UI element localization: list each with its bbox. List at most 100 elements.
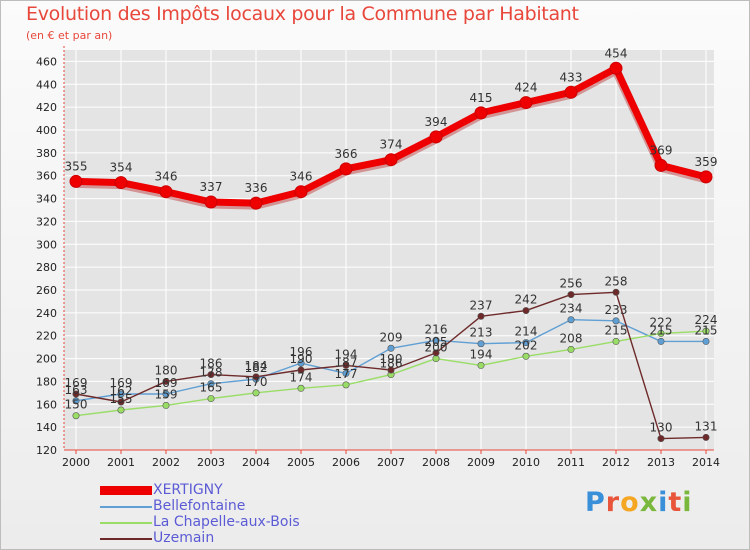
- data-label: 194: [335, 347, 358, 361]
- x-tick-label: 2002: [152, 456, 180, 469]
- data-label: 213: [470, 326, 493, 340]
- y-tick-label: 440: [36, 78, 57, 91]
- data-label: 131: [695, 419, 718, 433]
- logo-letter: r: [605, 487, 621, 518]
- data-label: 222: [650, 315, 673, 329]
- x-tick-label: 2004: [242, 456, 270, 469]
- data-label: 180: [155, 363, 178, 377]
- x-tick-label: 2007: [377, 456, 405, 469]
- data-label: 194: [470, 347, 493, 361]
- data-label: 258: [605, 274, 628, 288]
- x-tick-label: 2000: [62, 456, 90, 469]
- data-label: 178: [200, 366, 223, 380]
- data-label: 354: [110, 161, 133, 175]
- y-tick-label: 220: [36, 330, 57, 343]
- legend-swatch: [100, 522, 152, 524]
- data-label: 346: [290, 170, 313, 184]
- data-point: [567, 345, 575, 353]
- data-label: 224: [695, 313, 718, 327]
- data-label: 202: [515, 338, 538, 352]
- y-tick-label: 120: [36, 444, 57, 457]
- data-label: 215: [695, 323, 718, 337]
- data-point: [342, 381, 350, 389]
- data-point: [72, 412, 80, 420]
- data-point: [699, 170, 713, 184]
- y-tick-label: 360: [36, 170, 57, 183]
- x-tick-label: 2010: [512, 456, 540, 469]
- data-label: 169: [155, 376, 178, 390]
- y-tick-label: 400: [36, 124, 57, 137]
- data-label: 208: [560, 331, 583, 345]
- x-tick-label: 2008: [422, 456, 450, 469]
- legend-item-la-chapelle-aux-bois[interactable]: La Chapelle-aux-Bois: [100, 514, 380, 532]
- data-label: 170: [245, 375, 268, 389]
- data-point: [117, 398, 125, 406]
- data-point: [567, 291, 575, 299]
- data-point: [297, 366, 305, 374]
- y-tick-label: 280: [36, 261, 57, 274]
- legend-label: Uzemain: [153, 530, 215, 546]
- data-point: [162, 390, 170, 398]
- data-point: [297, 384, 305, 392]
- data-point: [162, 377, 170, 385]
- data-point: [522, 352, 530, 360]
- data-label: 150: [65, 398, 88, 412]
- legend-item-uzemain[interactable]: Uzemain: [100, 530, 380, 548]
- data-label: 200: [425, 341, 448, 355]
- data-point: [342, 361, 350, 369]
- data-label: 209: [380, 330, 403, 344]
- data-point: [339, 162, 353, 176]
- data-point: [519, 96, 533, 110]
- legend-label: XERTIGNY: [153, 482, 223, 498]
- legend-swatch: [100, 538, 152, 540]
- y-tick-label: 420: [36, 101, 57, 114]
- data-label: 233: [605, 303, 628, 317]
- data-label: 336: [245, 181, 268, 195]
- y-tick-label: 140: [36, 421, 57, 434]
- y-tick-label: 160: [36, 398, 57, 411]
- data-point: [204, 195, 218, 209]
- y-tick-label: 380: [36, 147, 57, 160]
- data-point: [657, 329, 665, 337]
- data-point: [702, 327, 710, 335]
- logo-letter: t: [668, 487, 683, 518]
- legend-swatch: [100, 506, 152, 508]
- data-point: [207, 395, 215, 403]
- data-point: [609, 61, 623, 75]
- x-tick-label: 2014: [692, 456, 720, 469]
- data-point: [432, 349, 440, 357]
- logo-letter: i: [682, 487, 693, 518]
- data-label: 130: [650, 421, 673, 435]
- data-label: 424: [515, 81, 538, 95]
- logo-letter: x: [639, 487, 659, 518]
- data-label: 165: [200, 381, 223, 395]
- plot-area: [64, 50, 714, 450]
- data-point: [567, 316, 575, 324]
- x-tick-label: 2011: [557, 456, 585, 469]
- data-point: [72, 397, 80, 405]
- data-label: 155: [110, 392, 133, 406]
- y-tick-label: 320: [36, 215, 57, 228]
- logo-letter: P: [585, 487, 606, 518]
- data-point: [252, 389, 260, 397]
- data-point: [159, 185, 173, 199]
- logo-letter: o: [620, 487, 640, 518]
- legend-item-bellefontaine[interactable]: Bellefontaine: [100, 498, 380, 516]
- data-point: [249, 196, 263, 210]
- data-point: [612, 288, 620, 296]
- data-point: [429, 130, 443, 144]
- x-tick-label: 2001: [107, 456, 135, 469]
- data-label: 359: [695, 155, 718, 169]
- data-label: 177: [335, 367, 358, 381]
- series-lines: [69, 61, 713, 443]
- x-tick-label: 2012: [602, 456, 630, 469]
- data-point: [162, 401, 170, 409]
- data-label: 163: [65, 383, 88, 397]
- data-label: 190: [380, 352, 403, 366]
- legend-item-xertigny[interactable]: XERTIGNY: [100, 482, 380, 500]
- data-point: [612, 317, 620, 325]
- data-label: 355: [65, 159, 88, 173]
- data-label: 162: [110, 384, 133, 398]
